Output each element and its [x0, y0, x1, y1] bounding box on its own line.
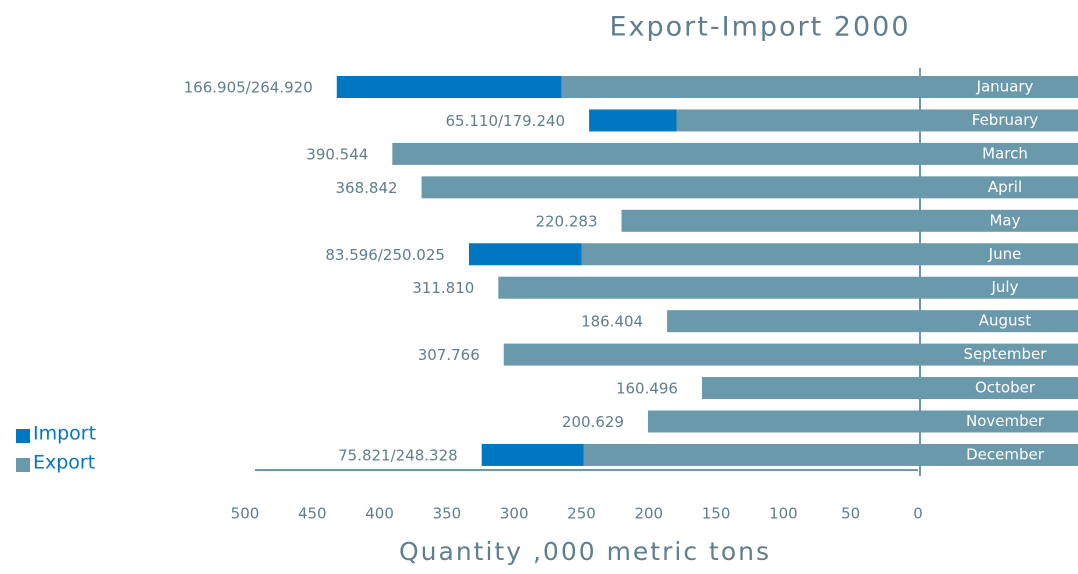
data-label: 220.283: [535, 212, 597, 230]
data-label: 390.544: [306, 145, 368, 163]
export-bar: [561, 76, 1078, 98]
chart-title: Export-Import 2000: [609, 12, 910, 43]
category-label: May: [989, 211, 1020, 229]
export-bar: [701, 377, 1078, 400]
data-label: 160.496: [616, 380, 678, 398]
x-axis-label: Quantity ,000 metric tons: [399, 537, 771, 566]
export-bar: [581, 243, 1078, 266]
category-label: November: [966, 412, 1045, 430]
legend-swatch: [16, 458, 30, 472]
data-label: 307.766: [418, 346, 480, 364]
import-bar: [468, 243, 582, 266]
import-bar: [589, 109, 677, 132]
x-tick-label: 200: [634, 505, 663, 523]
x-tick-label: 300: [500, 505, 529, 523]
x-tick-label: 50: [841, 505, 860, 523]
x-tick-label: 500: [231, 505, 260, 523]
legend-swatch: [16, 429, 30, 443]
export-bar: [421, 176, 1078, 199]
x-tick-label: 450: [298, 505, 327, 523]
export-bar: [503, 343, 1078, 366]
x-tick-label: 0: [913, 505, 923, 523]
category-label: September: [964, 345, 1048, 363]
data-label: 311.810: [412, 279, 474, 297]
x-tick-label: 100: [769, 505, 798, 523]
data-label: 75.821/248.328: [338, 446, 458, 464]
x-tick-label: 150: [702, 505, 731, 523]
category-label: October: [975, 379, 1036, 397]
export-bar: [676, 109, 1078, 132]
data-label: 65.110/179.240: [446, 112, 566, 130]
legend-label: Import: [33, 423, 96, 445]
category-label: February: [972, 111, 1039, 129]
data-label: 186.404: [581, 313, 643, 331]
export-bar: [667, 310, 1078, 333]
import-bar: [336, 76, 562, 98]
export-bar: [392, 142, 1078, 165]
data-label: 368.842: [336, 179, 398, 197]
legend-label: Export: [33, 452, 95, 474]
export-bar: [583, 443, 1078, 466]
category-label: July: [991, 278, 1019, 296]
data-label: 83.596/250.025: [325, 246, 445, 264]
category-label: April: [988, 178, 1022, 196]
export-bar: [498, 276, 1078, 299]
x-tick-label: 350: [433, 505, 462, 523]
export-bar: [647, 410, 1078, 433]
import-bar: [481, 443, 584, 466]
data-label: 200.629: [562, 413, 624, 431]
data-label: 166.905/264.920: [184, 79, 313, 97]
x-tick-label: 250: [567, 505, 596, 523]
category-label: June: [988, 245, 1022, 263]
category-label: August: [979, 312, 1032, 330]
x-tick-label: 400: [365, 505, 394, 523]
category-label: March: [982, 144, 1028, 162]
category-label: December: [966, 445, 1045, 463]
export-bar: [621, 209, 1078, 232]
category-label: January: [976, 78, 1034, 96]
